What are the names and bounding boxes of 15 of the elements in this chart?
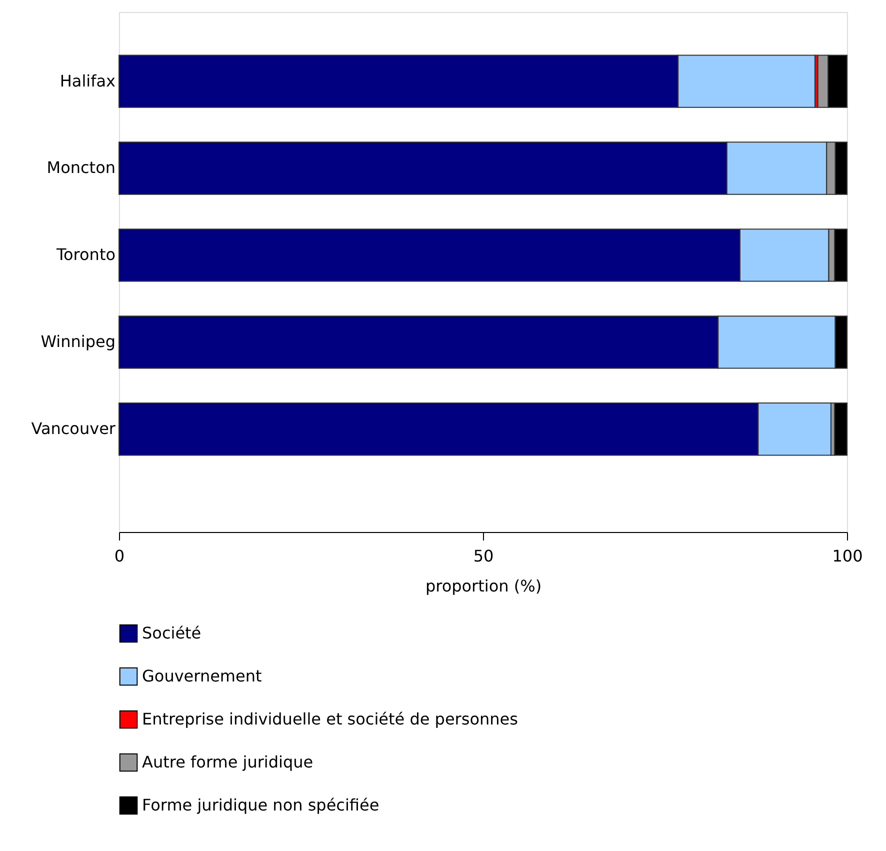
x-tick-label: 100 bbox=[832, 546, 863, 566]
legend-label: Forme juridique non spécifiée bbox=[142, 796, 380, 814]
legend-label: Entreprise individuelle et société de personnes bbox=[142, 710, 518, 728]
legend-label: Gouvernement bbox=[142, 666, 262, 686]
legend-label: Société bbox=[142, 624, 202, 642]
y-tick-label: Winnipeg bbox=[40, 332, 116, 352]
y-tick-label: Halifax bbox=[60, 71, 116, 90]
y-tick-label: Vancouver bbox=[31, 419, 116, 438]
x-tick-label: 0 bbox=[114, 546, 125, 566]
legend-label: Autre forme juridique bbox=[142, 752, 314, 772]
x-axis-title: proportion (%) bbox=[425, 576, 542, 596]
y-tick-label: Toronto bbox=[55, 245, 116, 264]
bar bbox=[834, 402, 848, 456]
x-tick-label: 50 bbox=[473, 546, 494, 566]
y-tick-label: Moncton bbox=[46, 158, 116, 178]
